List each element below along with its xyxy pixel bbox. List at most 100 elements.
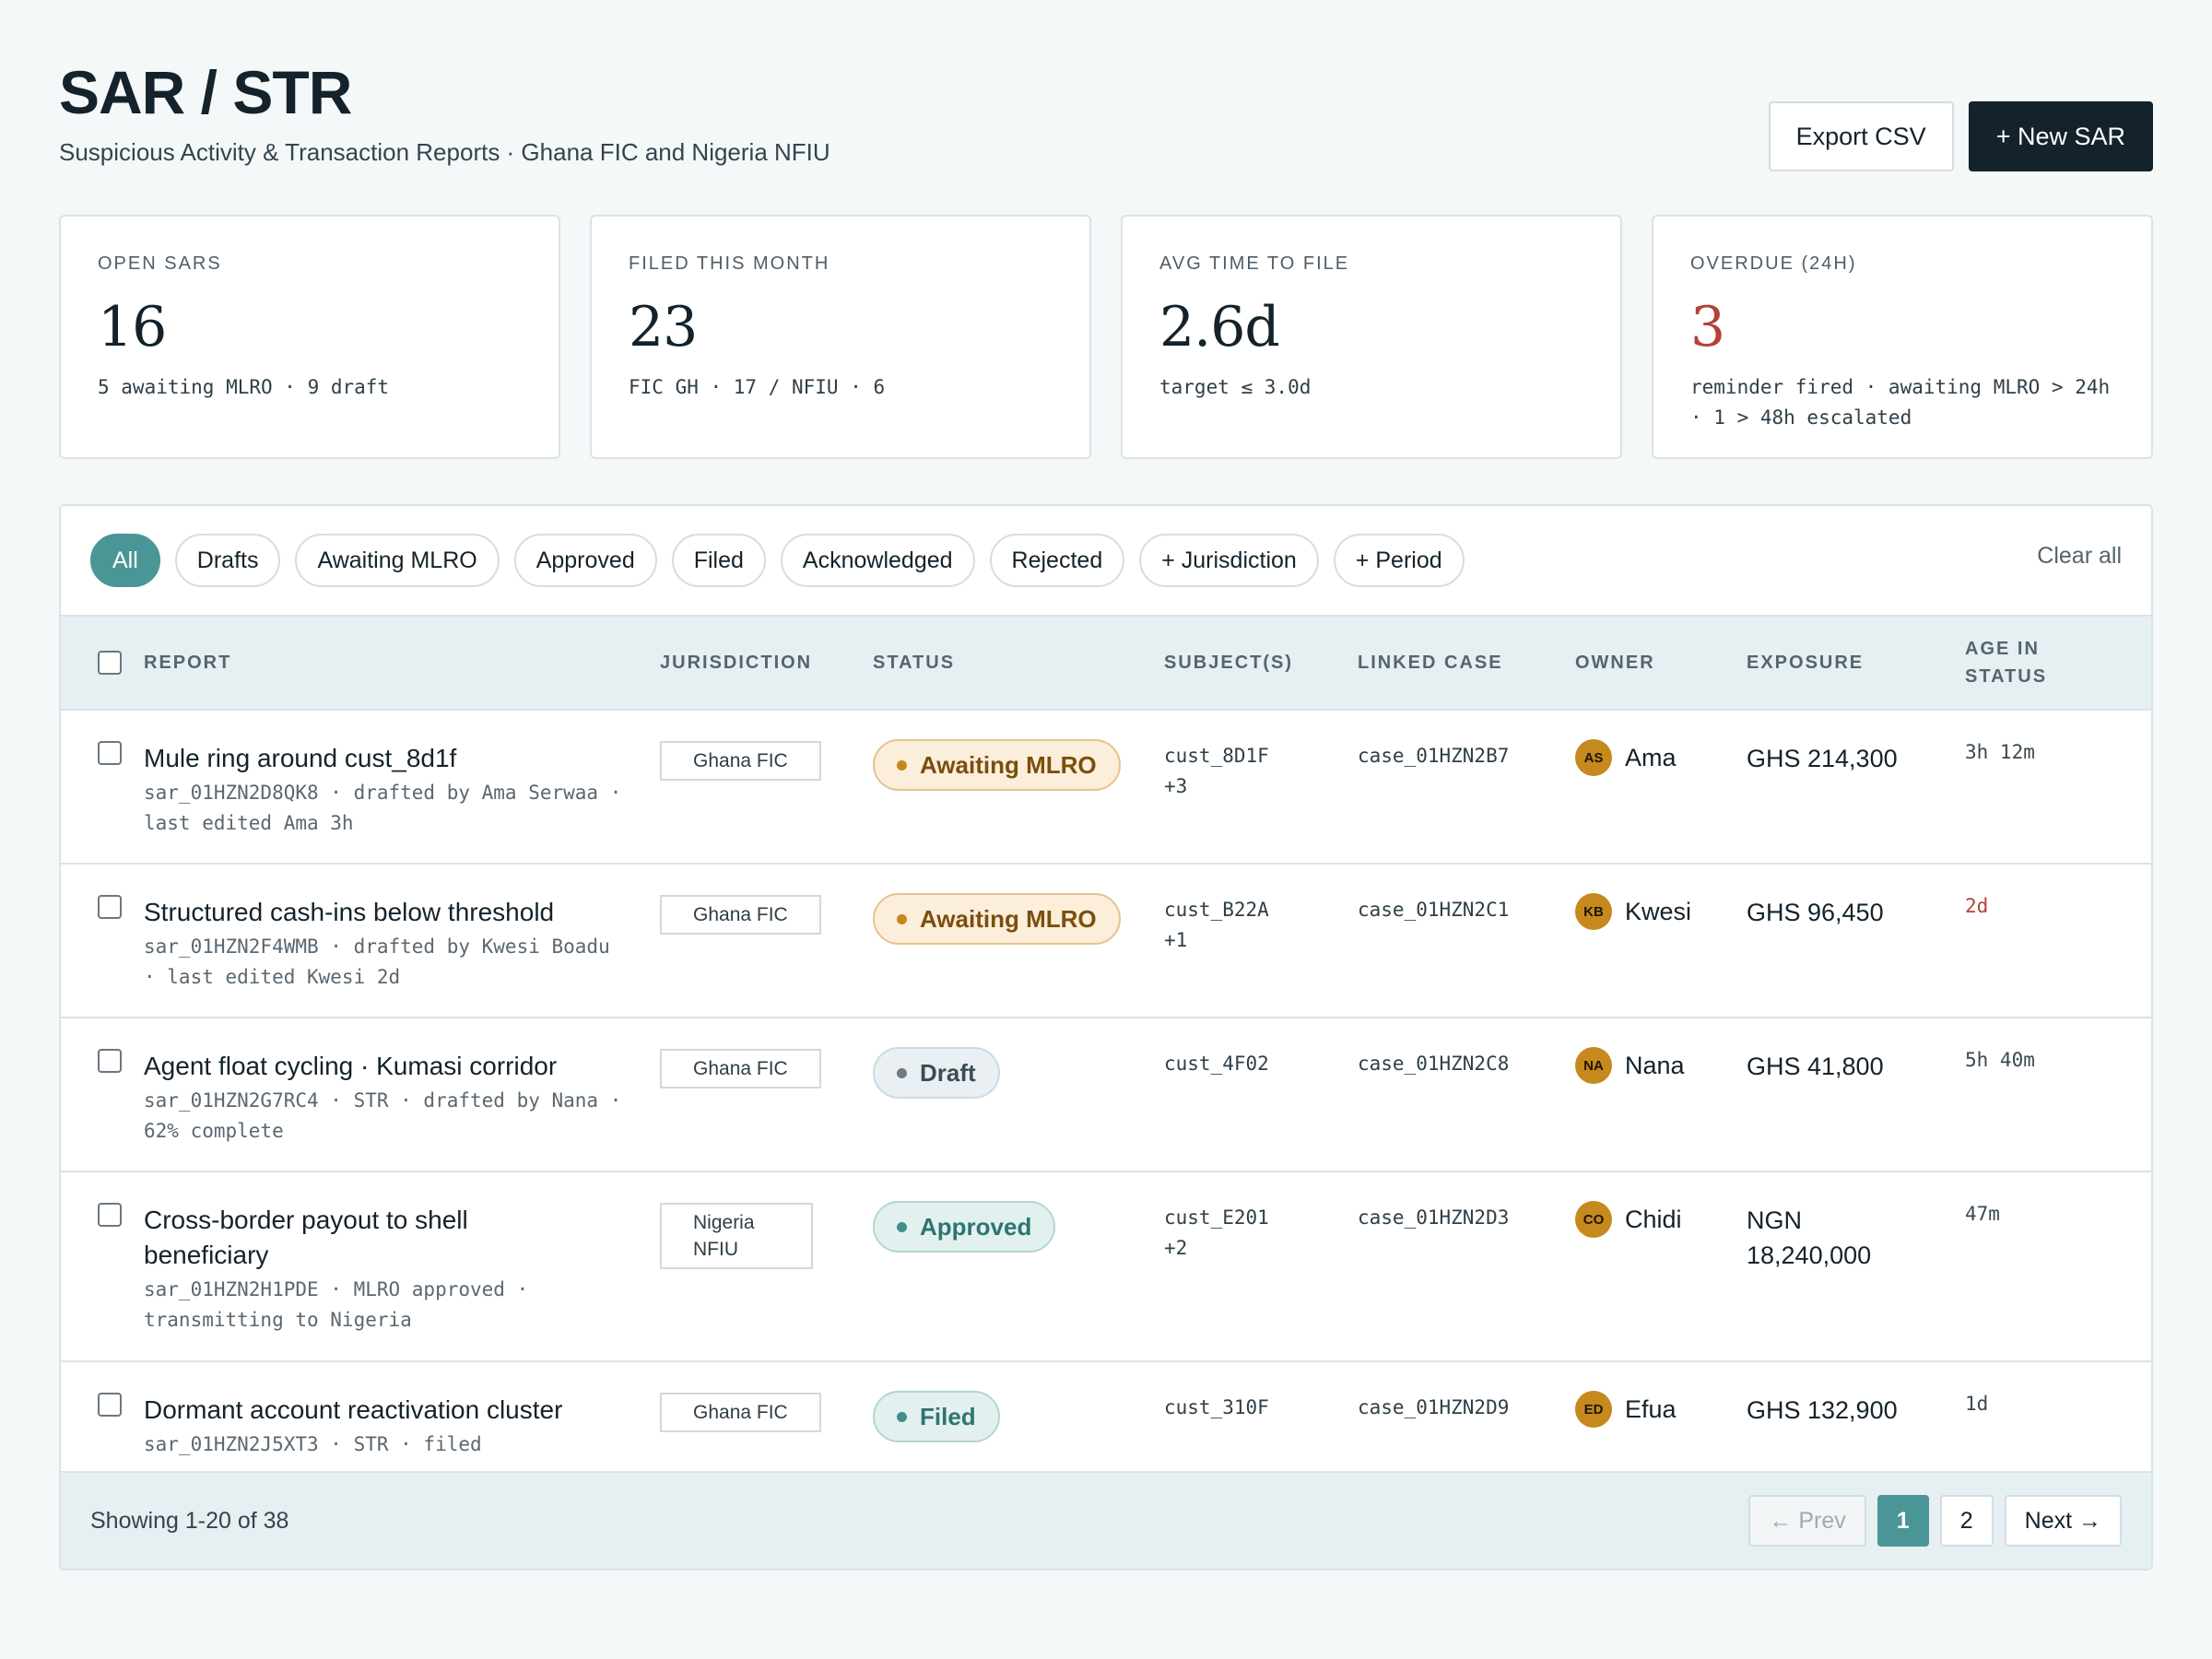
stat-note: 5 awaiting MLRO · 9 draft bbox=[98, 376, 390, 398]
linked-case-link[interactable]: case_01HZN2C1 bbox=[1358, 899, 1510, 921]
stat-value: 16 bbox=[98, 295, 167, 359]
status-label: Filed bbox=[920, 1402, 976, 1430]
table-row[interactable]: Agent float cycling · Kumasi corridor sa… bbox=[61, 1018, 2151, 1171]
status-dot-icon bbox=[897, 1411, 907, 1422]
subject-primary[interactable]: cust_8D1F bbox=[1164, 745, 1269, 767]
page-subtitle: Suspicious Activity & Transaction Report… bbox=[59, 138, 830, 166]
row-checkbox[interactable] bbox=[98, 1203, 122, 1227]
stat-label: FILED THIS MONTH bbox=[629, 253, 830, 274]
row-checkbox[interactable] bbox=[98, 1049, 122, 1073]
filter-chip-acknowledged[interactable]: Acknowledged bbox=[780, 534, 975, 587]
table-footer: Showing 1-20 of 38 ← Prev 1 2 Next → bbox=[61, 1471, 2151, 1569]
jurisdiction-tag: Nigeria NFIU bbox=[660, 1203, 813, 1269]
report-meta: sar_01HZN2F4WMB · drafted by Kwesi Boadu… bbox=[144, 935, 610, 988]
owner-cell: AS Ama bbox=[1575, 739, 1747, 776]
column-header-owner[interactable]: OWNER bbox=[1575, 653, 1655, 673]
report-title[interactable]: Dormant account reactivation cluster bbox=[144, 1395, 563, 1424]
table-row[interactable]: Mule ring around cust_8d1f sar_01HZN2D8Q… bbox=[61, 710, 2151, 864]
stat-label: AVG TIME TO FILE bbox=[1159, 253, 1350, 274]
exposure-amount: GHS 96,450 bbox=[1747, 899, 1884, 926]
filter-chip-add-jurisdiction[interactable]: + Jurisdiction bbox=[1139, 534, 1319, 587]
page-button-1[interactable]: 1 bbox=[1877, 1495, 1929, 1547]
jurisdiction-tag: Ghana FIC bbox=[660, 1393, 821, 1432]
filter-chip-add-period[interactable]: + Period bbox=[1333, 534, 1465, 587]
avatar: KB bbox=[1575, 893, 1612, 930]
filter-chip-drafts[interactable]: Drafts bbox=[174, 534, 281, 587]
status-dot-icon bbox=[897, 1221, 907, 1232]
owner-name: Ama bbox=[1625, 743, 1677, 771]
column-header-jurisdiction[interactable]: JURISDICTION bbox=[660, 653, 813, 673]
table-row[interactable]: Structured cash-ins below threshold sar_… bbox=[61, 864, 2151, 1018]
row-checkbox[interactable] bbox=[98, 1393, 122, 1417]
subject-extra-count: +3 bbox=[1164, 775, 1188, 797]
owner-name: Nana bbox=[1625, 1051, 1685, 1079]
report-title[interactable]: Agent float cycling · Kumasi corridor bbox=[144, 1052, 558, 1080]
page-button-2[interactable]: 2 bbox=[1939, 1495, 1994, 1547]
linked-case-link[interactable]: case_01HZN2D3 bbox=[1358, 1206, 1510, 1229]
column-header-report[interactable]: REPORT bbox=[144, 653, 232, 673]
subject-extra-count: +2 bbox=[1164, 1237, 1188, 1259]
row-checkbox[interactable] bbox=[98, 741, 122, 765]
subject-primary[interactable]: cust_310F bbox=[1164, 1396, 1269, 1418]
status-dot-icon bbox=[897, 913, 907, 924]
column-header-exposure[interactable]: EXPOSURE bbox=[1747, 653, 1865, 673]
page-header: SAR / STR Suspicious Activity & Transact… bbox=[59, 0, 2153, 184]
column-header-status[interactable]: STATUS bbox=[873, 653, 956, 673]
page-title: SAR / STR bbox=[59, 58, 352, 126]
table-row[interactable]: Cross-border payout to shell beneficiary… bbox=[61, 1171, 2151, 1361]
linked-case-link[interactable]: case_01HZN2B7 bbox=[1358, 745, 1510, 767]
stat-value: 23 bbox=[629, 295, 698, 359]
column-header-age-line1: AGE IN bbox=[1965, 639, 2040, 659]
report-title[interactable]: Cross-border payout to shell beneficiary bbox=[144, 1206, 468, 1269]
report-title[interactable]: Structured cash-ins below threshold bbox=[144, 898, 555, 926]
stat-card-avg-time-to-file: AVG TIME TO FILE 2.6d target ≤ 3.0d bbox=[1121, 215, 1622, 459]
status-dot-icon bbox=[897, 1067, 907, 1078]
linked-case-link[interactable]: case_01HZN2D9 bbox=[1358, 1396, 1510, 1418]
report-meta: sar_01HZN2D8QK8 · drafted by Ama Serwaa … bbox=[144, 782, 622, 834]
linked-case-link[interactable]: case_01HZN2C8 bbox=[1358, 1053, 1510, 1075]
age-in-status: 2d bbox=[1965, 895, 1989, 917]
column-header-age-line2: STATUS bbox=[1965, 666, 2048, 687]
stat-card-overdue: OVERDUE (24H) 3 reminder fired · awaitin… bbox=[1652, 215, 2153, 459]
report-meta: sar_01HZN2H1PDE · MLRO approved · transm… bbox=[144, 1278, 529, 1331]
avatar: NA bbox=[1575, 1047, 1612, 1084]
avatar: ED bbox=[1575, 1391, 1612, 1428]
exposure-amount: GHS 41,800 bbox=[1747, 1053, 1884, 1080]
owner-cell: NA Nana bbox=[1575, 1047, 1747, 1084]
status-badge: Draft bbox=[873, 1047, 1000, 1099]
filter-chip-approved[interactable]: Approved bbox=[513, 534, 657, 587]
age-in-status: 47m bbox=[1965, 1203, 2000, 1225]
select-all-checkbox[interactable] bbox=[98, 651, 122, 675]
row-checkbox[interactable] bbox=[98, 895, 122, 919]
age-in-status: 3h 12m bbox=[1965, 741, 2035, 763]
filter-bar: All Drafts Awaiting MLRO Approved Filed … bbox=[61, 506, 2151, 615]
owner-name: Kwesi bbox=[1625, 897, 1692, 925]
prev-page-button[interactable]: ← Prev bbox=[1748, 1495, 1866, 1547]
column-header-subjects[interactable]: SUBJECT(S) bbox=[1164, 653, 1294, 673]
filter-chip-rejected[interactable]: Rejected bbox=[989, 534, 1125, 587]
subject-primary[interactable]: cust_4F02 bbox=[1164, 1053, 1269, 1075]
pagination-summary: Showing 1-20 of 38 bbox=[90, 1508, 289, 1534]
next-page-button[interactable]: Next → bbox=[2004, 1495, 2122, 1547]
avatar: AS bbox=[1575, 739, 1612, 776]
subject-primary[interactable]: cust_E201 bbox=[1164, 1206, 1269, 1229]
table-row[interactable]: Dormant account reactivation cluster sar… bbox=[61, 1361, 2151, 1474]
jurisdiction-tag: Ghana FIC bbox=[660, 895, 821, 935]
column-header-age-in-status[interactable]: AGE IN STATUS bbox=[1965, 616, 2151, 710]
report-meta: sar_01HZN2G7RC4 · STR · drafted by Nana … bbox=[144, 1089, 622, 1142]
header-actions: Export CSV + New SAR bbox=[1768, 101, 2153, 171]
stat-note: FIC GH · 17 / NFIU · 6 bbox=[629, 376, 886, 398]
jurisdiction-tag: Ghana FIC bbox=[660, 741, 821, 781]
column-header-linked-case[interactable]: LINKED CASE bbox=[1358, 653, 1503, 673]
age-in-status: 1d bbox=[1965, 1393, 1989, 1415]
export-csv-button[interactable]: Export CSV bbox=[1768, 101, 1954, 171]
filter-chip-all[interactable]: All bbox=[90, 534, 160, 587]
report-title[interactable]: Mule ring around cust_8d1f bbox=[144, 744, 457, 772]
subject-primary[interactable]: cust_B22A bbox=[1164, 899, 1269, 921]
filter-chip-filed[interactable]: Filed bbox=[671, 534, 766, 587]
status-badge: Awaiting MLRO bbox=[873, 893, 1121, 945]
filter-chip-awaiting-mlro[interactable]: Awaiting MLRO bbox=[295, 534, 500, 587]
new-sar-button[interactable]: + New SAR bbox=[1968, 101, 2153, 171]
clear-all-filters-link[interactable]: Clear all bbox=[2037, 543, 2122, 569]
owner-cell: KB Kwesi bbox=[1575, 893, 1747, 930]
